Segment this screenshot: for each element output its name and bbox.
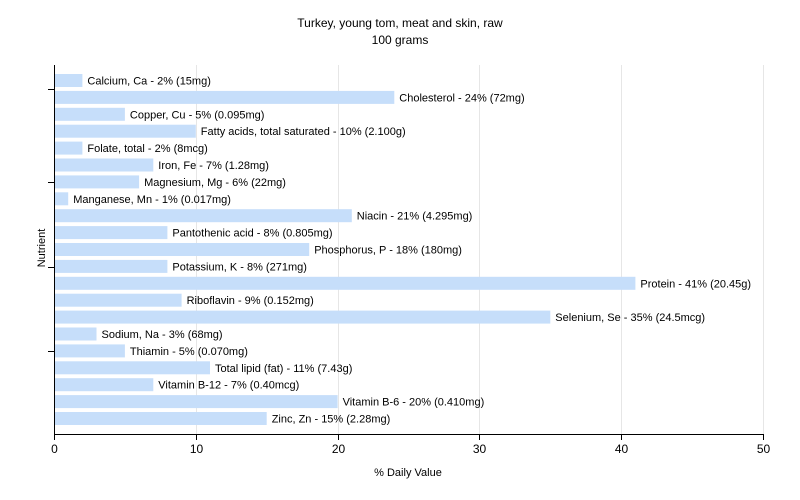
bar — [55, 344, 125, 358]
x-tick-label: 30 — [473, 442, 487, 456]
bar — [55, 243, 310, 256]
bar-label: Fatty acids, total saturated - 10% (2.10… — [201, 126, 406, 138]
bar — [55, 74, 83, 87]
bar — [55, 107, 125, 121]
bar-label: Calcium, Ca - 2% (15mg) — [87, 76, 210, 88]
bars: Calcium, Ca - 2% (15mg) Cholesterol - 24%… — [55, 74, 751, 426]
bar-label: Manganese, Mn - 1% (0.017mg) — [73, 194, 231, 206]
bar — [55, 141, 83, 155]
bar-label: Potassium, K - 8% (271mg) — [172, 261, 307, 273]
bar-label: Magnesium, Mg - 6% (22mg) — [144, 177, 286, 189]
bar — [55, 175, 140, 189]
bar — [55, 226, 168, 240]
bar — [55, 293, 182, 307]
bar — [55, 259, 168, 273]
bar-label: Vitamin B-12 - 7% (0.40mcg) — [158, 380, 299, 392]
bar-label: Copper, Cu - 5% (0.095mg) — [130, 109, 265, 121]
bar-label: Folate, total - 2% (8mcg) — [87, 143, 207, 155]
x-tick-label: 40 — [615, 442, 629, 456]
bar-label: Riboflavin - 9% (0.152mg) — [187, 295, 314, 307]
bar — [55, 412, 267, 425]
bar — [55, 310, 551, 324]
x-tick-label: 50 — [757, 442, 771, 456]
x-axis-title: % Daily Value — [374, 467, 442, 479]
bar-label: Thiamin - 5% (0.070mg) — [130, 346, 248, 358]
bar — [55, 378, 154, 392]
bar-label: Protein - 41% (20.45g) — [640, 278, 751, 290]
bar-label: Phosphorus, P - 18% (180mg) — [314, 245, 462, 257]
bar — [55, 158, 154, 172]
bar — [55, 192, 69, 206]
x-tick-label: 0 — [51, 442, 58, 456]
bar — [55, 209, 352, 223]
bar — [55, 395, 338, 409]
bar — [55, 361, 210, 375]
chart-subtitle: 100 grams — [371, 33, 429, 47]
bar-label: Cholesterol - 24% (72mg) — [399, 92, 524, 104]
bar-label: Vitamin B-6 - 20% (0.410mg) — [343, 397, 485, 409]
bar-label: Sodium, Na - 3% (68mg) — [102, 329, 223, 341]
bar-label: Iron, Fe - 7% (1.28mg) — [158, 160, 269, 172]
bar — [55, 276, 636, 290]
bar — [55, 124, 196, 138]
bar-label: Zinc, Zn - 15% (2.28mg) — [272, 414, 391, 426]
y-axis-title: Nutrient — [36, 229, 48, 268]
bar-label: Pantothenic acid - 8% (0.805mg) — [172, 228, 332, 240]
bar — [55, 90, 395, 104]
chart-title: Turkey, young tom, meat and skin, raw — [297, 16, 503, 30]
bar-label: Selenium, Se - 35% (24.5mcg) — [555, 312, 705, 324]
x-tick-label: 20 — [332, 442, 346, 456]
bar — [55, 327, 97, 341]
bar-label: Niacin - 21% (4.295mg) — [357, 211, 473, 223]
axes: 0 10 20 30 40 50 — [48, 65, 770, 456]
bar-label: Total lipid (fat) - 11% (7.43g) — [215, 363, 352, 375]
x-tick-label: 10 — [190, 442, 204, 456]
